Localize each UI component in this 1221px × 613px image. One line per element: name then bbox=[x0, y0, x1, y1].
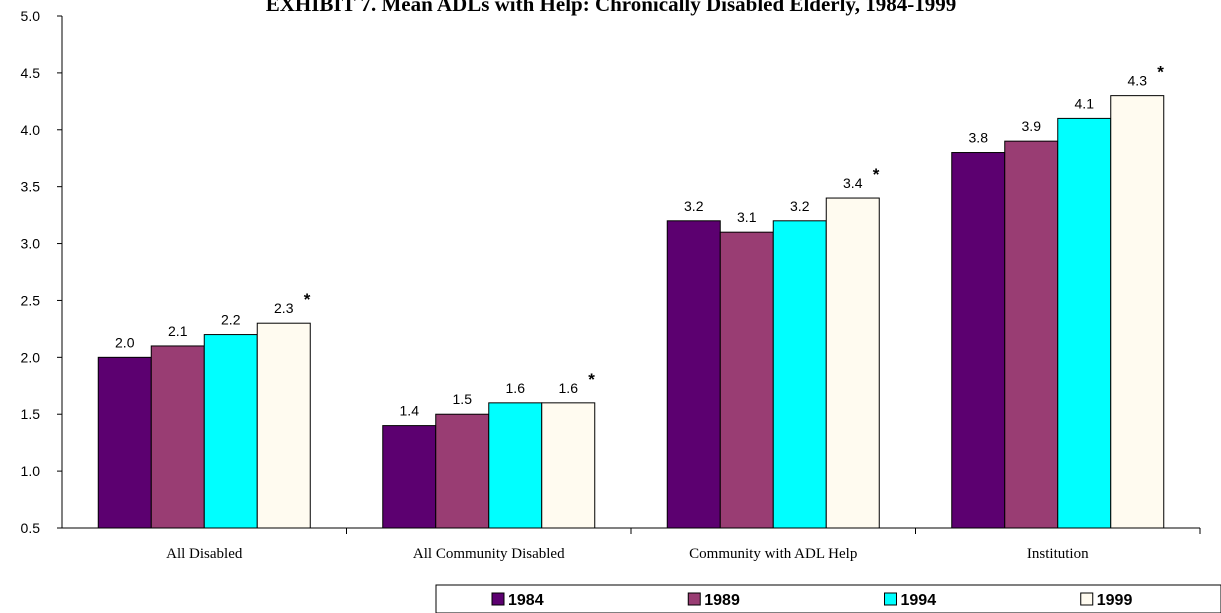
legend-swatch-1989 bbox=[687, 592, 701, 606]
bar-1994 bbox=[203, 334, 258, 529]
bar-value-label: 4.3 bbox=[1128, 73, 1148, 89]
y-tick-label: 2.5 bbox=[21, 292, 41, 308]
bar-value-label: 3.8 bbox=[969, 130, 989, 146]
bar-1999 bbox=[1110, 95, 1165, 529]
bar-1994 bbox=[1057, 117, 1112, 529]
y-tick-label: 3.0 bbox=[21, 236, 41, 252]
legend-swatch-1984 bbox=[491, 592, 505, 606]
bar-value-label: 1.6 bbox=[506, 380, 526, 396]
bar-1984 bbox=[666, 220, 721, 529]
y-tick-label: 4.0 bbox=[21, 122, 41, 138]
legend-label-1994: 1994 bbox=[901, 592, 937, 609]
y-tick-label: 4.5 bbox=[21, 65, 41, 81]
bar-1989 bbox=[435, 413, 490, 529]
y-tick-label: 1.5 bbox=[21, 406, 41, 422]
bar-value-label: 2.0 bbox=[115, 334, 135, 350]
x-category-label: All Disabled bbox=[166, 546, 243, 562]
y-tick-label: 1.0 bbox=[21, 463, 41, 479]
bar-value-label: 3.2 bbox=[684, 198, 704, 214]
bar-value-label: 3.1 bbox=[737, 209, 757, 225]
legend-label-1989: 1989 bbox=[704, 592, 740, 609]
bar-1989 bbox=[150, 345, 205, 529]
bar-value-label: 3.9 bbox=[1022, 118, 1042, 134]
bar-1999 bbox=[825, 197, 880, 529]
bar-1984 bbox=[382, 425, 437, 529]
legend-swatch-1994 bbox=[884, 592, 897, 606]
legend-swatch-1999 bbox=[1080, 592, 1094, 606]
chart-title: EXHIBIT 7. Mean ADLs with Help: Chronica… bbox=[266, 0, 957, 16]
bar-1989 bbox=[1004, 140, 1059, 529]
y-tick-label: 5.0 bbox=[21, 8, 41, 24]
bar-1999 bbox=[256, 322, 311, 529]
bar-1994 bbox=[488, 402, 543, 529]
significance-mark: * bbox=[873, 165, 880, 184]
x-category-label: Institution bbox=[1027, 546, 1089, 562]
x-category-label: All Community Disabled bbox=[413, 546, 565, 562]
y-tick-label: 3.5 bbox=[21, 179, 41, 195]
y-tick-label: 2.0 bbox=[21, 349, 41, 365]
bar-1984 bbox=[951, 152, 1006, 529]
bar-1984 bbox=[97, 356, 152, 529]
bar-value-label: 2.3 bbox=[274, 300, 294, 316]
bar-1999 bbox=[541, 402, 596, 529]
legend-label-1984: 1984 bbox=[508, 592, 544, 609]
bar-value-label: 2.2 bbox=[221, 312, 241, 328]
bar-value-label: 2.1 bbox=[168, 323, 188, 339]
bar-value-label: 3.2 bbox=[790, 198, 810, 214]
bar-value-label: 1.4 bbox=[400, 403, 420, 419]
bar-value-label: 1.5 bbox=[453, 391, 473, 407]
bar-1994 bbox=[772, 220, 827, 529]
legend-label-1999: 1999 bbox=[1097, 592, 1133, 609]
bar-value-label: 1.6 bbox=[559, 380, 579, 396]
significance-mark: * bbox=[304, 290, 311, 309]
bar-1989 bbox=[719, 231, 774, 529]
significance-mark: * bbox=[1157, 63, 1164, 82]
bar-value-label: 4.1 bbox=[1075, 95, 1095, 111]
x-category-label: Community with ADL Help bbox=[689, 546, 857, 562]
significance-mark: * bbox=[588, 370, 595, 389]
y-tick-label: 0.5 bbox=[21, 520, 41, 536]
bar-value-label: 3.4 bbox=[843, 175, 863, 191]
